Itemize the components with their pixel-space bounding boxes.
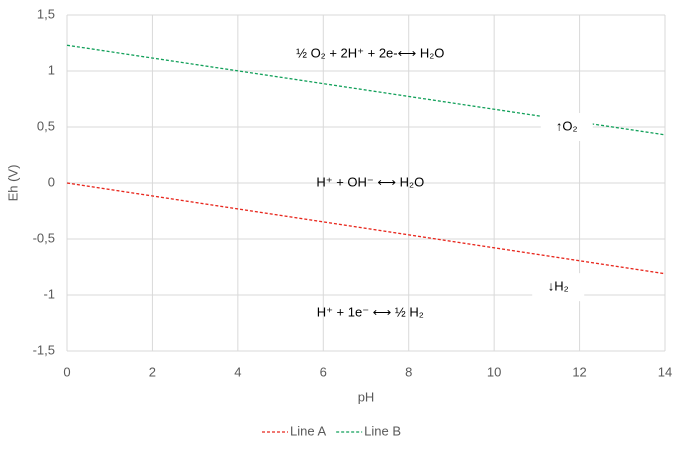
annotation: ½ O₂ + 2H⁺ + 2e-⟷ H₂O	[296, 46, 444, 61]
x-tick-label: 6	[320, 364, 327, 379]
x-axis-label: pH	[358, 389, 375, 404]
y-tick-label: -1	[43, 286, 55, 301]
annotation: H⁺ + 1e⁻ ⟷ ½ H₂	[317, 304, 424, 319]
annotation-box	[532, 273, 585, 302]
annotation: ↑O₂	[556, 118, 578, 133]
x-tick-label: 14	[658, 364, 672, 379]
y-tick-label: 0	[48, 174, 55, 189]
legend-label: Line B	[364, 423, 401, 438]
x-tick-label: 8	[405, 364, 412, 379]
x-tick-label: 4	[234, 364, 241, 379]
data-line	[66, 44, 666, 136]
annotation: H⁺ + OH⁻ ⟷ H₂O	[316, 174, 424, 189]
y-tick-label: 0,5	[37, 118, 55, 133]
legend-label: Line A	[290, 423, 326, 438]
x-tick-label: 10	[487, 364, 501, 379]
x-tick-label: 0	[63, 364, 70, 379]
x-tick-label: 2	[149, 364, 156, 379]
annotation: ↓H₂	[548, 279, 569, 294]
y-tick-label: 1	[48, 62, 55, 77]
annotation-box	[540, 113, 593, 141]
x-tick-label: 12	[572, 364, 586, 379]
data-line	[66, 182, 666, 275]
y-axis-label: Eh (V)	[5, 165, 20, 202]
y-tick-label: 1,5	[37, 6, 55, 21]
y-tick-label: -1,5	[33, 342, 55, 357]
y-tick-label: -0,5	[33, 230, 55, 245]
